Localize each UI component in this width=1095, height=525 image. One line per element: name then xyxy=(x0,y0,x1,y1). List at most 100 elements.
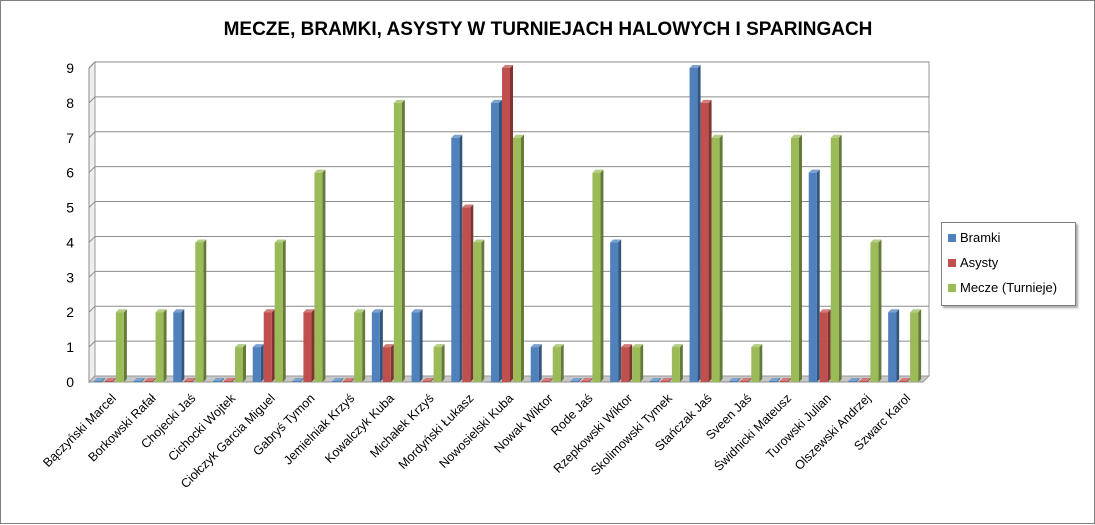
bar-side xyxy=(679,344,683,382)
bar-bramki xyxy=(292,378,304,382)
bar-side xyxy=(430,378,434,382)
bar-top xyxy=(689,65,701,68)
bar-side xyxy=(657,378,661,382)
bar-front xyxy=(592,172,601,382)
bar-top xyxy=(848,378,860,381)
gridline xyxy=(88,166,929,174)
bar-front xyxy=(610,242,619,382)
bar-mecze xyxy=(235,344,246,382)
bar-side xyxy=(300,378,304,382)
bar-top xyxy=(729,378,741,381)
bar-front xyxy=(451,137,460,382)
bar-top xyxy=(530,344,542,348)
bar-top xyxy=(740,378,752,381)
x-tick-label: Jemielniak Krzyś xyxy=(281,391,357,467)
bar-side xyxy=(737,378,741,382)
legend-swatch-mecze xyxy=(948,284,956,292)
bar-top xyxy=(263,309,275,313)
bar-asysty xyxy=(780,378,791,382)
bar-front xyxy=(343,381,352,382)
y-tick-label: 9 xyxy=(66,60,74,76)
bar-side xyxy=(799,134,802,382)
bar-front xyxy=(213,381,221,382)
bar-front xyxy=(184,381,193,382)
bar-top xyxy=(235,344,246,348)
bar-asysty xyxy=(184,378,196,382)
bar-side xyxy=(459,134,463,382)
legend-label-mecze: Mecze (Turnieje) xyxy=(960,280,1058,295)
bar-top xyxy=(581,378,593,381)
bar-front xyxy=(235,347,243,382)
bar-top xyxy=(700,99,712,103)
y-tick-label: 6 xyxy=(66,165,74,181)
bar-bramki xyxy=(173,309,185,382)
x-tick-label: Kowalczyk Kuba xyxy=(322,391,397,466)
bar-top xyxy=(780,378,791,381)
bar-front xyxy=(93,381,102,382)
bar-front xyxy=(263,312,272,382)
bar-top xyxy=(808,169,820,173)
bar-top xyxy=(711,134,723,138)
bar-side xyxy=(123,309,127,382)
bar-front xyxy=(252,347,261,382)
bar-top xyxy=(660,378,672,381)
bar-front xyxy=(155,312,164,382)
bar-top xyxy=(791,134,802,138)
bar-asysty xyxy=(104,378,116,382)
bar-top xyxy=(195,239,207,243)
bar-side xyxy=(697,65,701,382)
bar-side xyxy=(510,65,513,382)
bar-front xyxy=(729,381,738,382)
bar-side xyxy=(481,239,485,382)
bar-side xyxy=(271,309,275,382)
bar-top xyxy=(393,99,405,103)
bar-bramki xyxy=(888,309,900,382)
bar-mecze xyxy=(195,239,207,382)
bar-top xyxy=(371,309,383,313)
bar-side xyxy=(243,344,246,382)
bar-side xyxy=(759,344,763,382)
bar-mecze xyxy=(155,309,167,382)
bar-front xyxy=(473,242,482,382)
bar-side xyxy=(419,309,423,382)
bar-front xyxy=(632,347,641,382)
bar-asysty xyxy=(502,65,513,382)
bar-bramki xyxy=(213,378,224,382)
bar-side xyxy=(163,309,167,382)
bar-bramki xyxy=(729,378,741,382)
bar-front xyxy=(711,137,720,382)
bar-bramki xyxy=(133,378,145,382)
bar-top xyxy=(252,344,264,348)
bar-side xyxy=(401,99,405,382)
bar-front xyxy=(570,381,579,382)
bar-asysty xyxy=(700,99,712,382)
y-tick-label: 1 xyxy=(66,339,74,355)
bar-mecze xyxy=(314,169,326,382)
bar-top xyxy=(155,309,167,313)
bar-mecze xyxy=(910,309,922,382)
bar-side xyxy=(362,309,366,382)
bar-bramki xyxy=(689,65,701,382)
bar-top xyxy=(502,65,513,68)
bar-front xyxy=(740,381,749,382)
bar-top xyxy=(173,309,185,313)
bar-top xyxy=(592,169,604,173)
bar-side xyxy=(441,344,445,382)
bar-side xyxy=(232,378,235,382)
bar-top xyxy=(93,378,105,381)
bar-mecze xyxy=(115,309,127,382)
bar-side xyxy=(589,378,593,382)
bar-side xyxy=(629,344,633,382)
bar-top xyxy=(133,378,145,381)
bar-top xyxy=(343,378,355,381)
bar-top xyxy=(144,378,156,381)
bar-asysty xyxy=(224,378,235,382)
bar-front xyxy=(332,381,341,382)
gridline xyxy=(88,61,929,69)
bar-front xyxy=(660,381,669,382)
bar-side xyxy=(499,99,502,382)
bar-front xyxy=(502,68,510,382)
bar-front xyxy=(530,347,539,382)
